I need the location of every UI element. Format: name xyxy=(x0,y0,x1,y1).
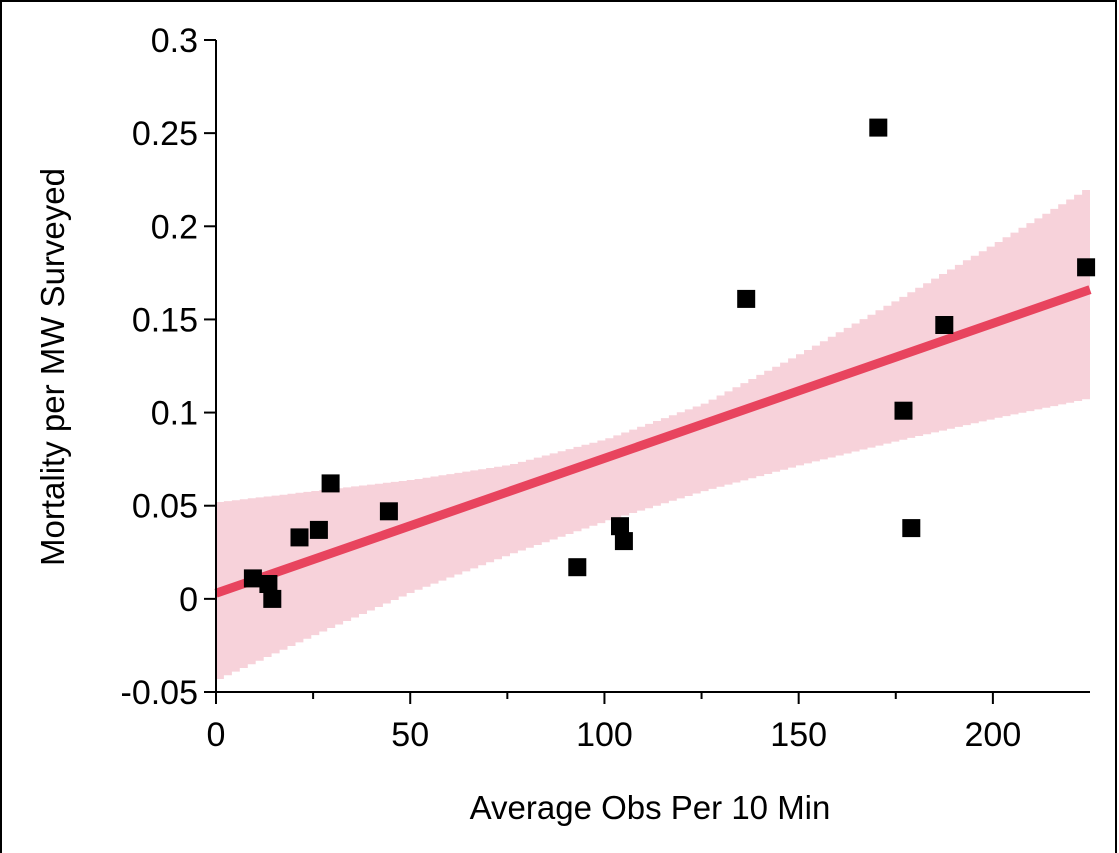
data-point xyxy=(263,589,282,608)
data-point xyxy=(290,528,309,547)
x-tick-label: 100 xyxy=(576,716,633,754)
data-point xyxy=(737,289,756,308)
y-tick-label: 0.05 xyxy=(132,488,198,526)
data-point xyxy=(611,517,629,536)
y-tick-label: -0.05 xyxy=(121,674,199,712)
y-tick-label: 0.3 xyxy=(151,22,198,60)
x-tick-label: 150 xyxy=(770,716,827,754)
y-tick-label: 0.1 xyxy=(151,395,198,433)
data-point xyxy=(614,532,633,551)
x-tick-label: 0 xyxy=(207,716,226,754)
y-tick-label: 0.25 xyxy=(132,115,198,153)
data-point xyxy=(379,502,398,521)
y-tick-label: 0.15 xyxy=(132,301,198,339)
y-tick-label: 0.2 xyxy=(151,208,198,246)
x-axis-title: Average Obs Per 10 Min xyxy=(470,789,831,826)
data-point xyxy=(935,316,954,334)
confidence-band-area xyxy=(216,185,1090,680)
confidence-band xyxy=(216,185,1090,680)
data-point xyxy=(243,569,262,588)
x-tick-label: 200 xyxy=(965,716,1022,754)
y-axis-title: Mortality per MW Surveyed xyxy=(34,168,71,566)
y-tick-label: 0 xyxy=(179,581,198,619)
data-point xyxy=(1077,258,1096,277)
data-point xyxy=(309,520,328,539)
data-point xyxy=(902,519,921,538)
regression-line xyxy=(214,285,1092,598)
axes xyxy=(204,39,1090,704)
x-tick-label: 50 xyxy=(391,716,429,754)
data-points xyxy=(243,118,1096,608)
data-point xyxy=(568,558,587,577)
data-point xyxy=(259,575,278,593)
data-point xyxy=(894,401,913,420)
data-point xyxy=(321,474,340,493)
fit-line xyxy=(214,285,1092,598)
data-point xyxy=(869,118,888,137)
